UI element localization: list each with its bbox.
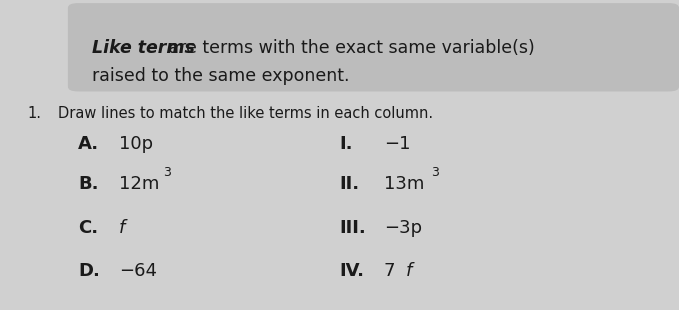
Text: 7: 7 (384, 262, 395, 280)
Text: are terms with the exact same variable(s): are terms with the exact same variable(s… (163, 39, 534, 57)
Text: Draw lines to match the like terms in each column.: Draw lines to match the like terms in ea… (58, 106, 433, 121)
Text: IV.: IV. (340, 262, 365, 280)
Text: raised to the same exponent.: raised to the same exponent. (92, 67, 349, 85)
Text: Like terms: Like terms (92, 39, 195, 57)
Text: 12m: 12m (119, 175, 159, 193)
Text: 10p: 10p (119, 135, 153, 153)
Text: 3: 3 (163, 166, 171, 179)
Text: III.: III. (340, 219, 366, 237)
Text: f: f (119, 219, 125, 237)
Text: C.: C. (78, 219, 98, 237)
Text: f: f (405, 262, 411, 280)
Text: 3: 3 (431, 166, 439, 179)
Text: A.: A. (78, 135, 99, 153)
Text: B.: B. (78, 175, 98, 193)
Text: −3p: −3p (384, 219, 422, 237)
FancyBboxPatch shape (68, 3, 679, 91)
Text: II.: II. (340, 175, 360, 193)
Text: 1.: 1. (27, 106, 41, 121)
Text: I.: I. (340, 135, 353, 153)
Text: D.: D. (78, 262, 100, 280)
Text: 13m: 13m (384, 175, 424, 193)
Text: −64: −64 (119, 262, 157, 280)
Text: −1: −1 (384, 135, 410, 153)
